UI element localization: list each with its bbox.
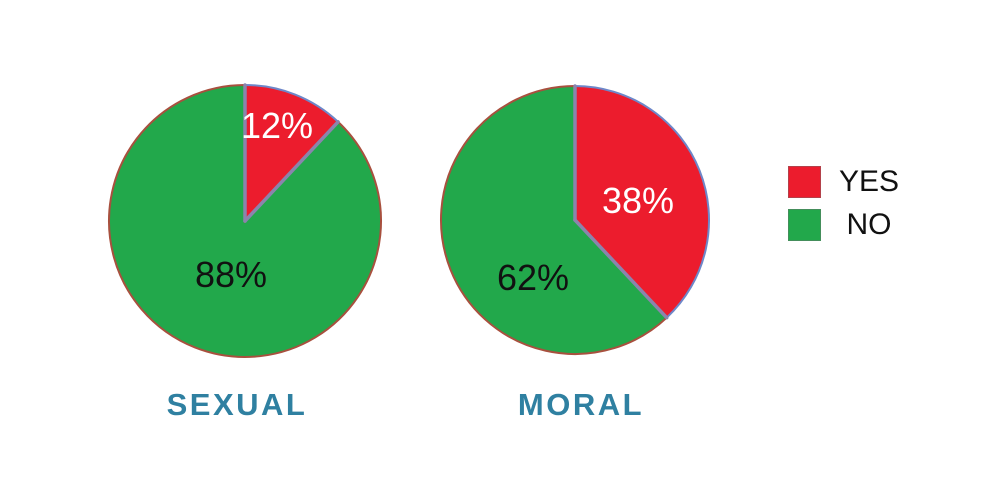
slice-label-moral-no: 62% xyxy=(496,257,570,298)
pie-slice-yes xyxy=(574,84,710,320)
legend-swatch-yes xyxy=(788,166,821,198)
slice-label-sexual-no: 88% xyxy=(194,254,268,295)
legend: YES NO xyxy=(788,166,905,241)
slice-label-moral-yes: 38% xyxy=(601,180,675,221)
legend-row-no: NO xyxy=(788,209,905,241)
pie-chart-moral xyxy=(440,84,710,355)
slice-divider xyxy=(243,120,340,223)
pie-caption-sexual: SEXUAL xyxy=(166,387,308,422)
slice-divider xyxy=(573,218,669,320)
pie-chart-sexual xyxy=(108,83,382,358)
pie-caption-moral: MORAL xyxy=(517,387,645,422)
legend-label-yes: YES xyxy=(838,165,900,198)
pie-slice-yes xyxy=(244,83,340,224)
legend-label-no: NO xyxy=(846,208,892,241)
pie-slice-no xyxy=(440,84,669,355)
slice-label-sexual-yes: 12% xyxy=(240,105,314,146)
legend-swatch-no xyxy=(788,209,821,241)
legend-row-yes: YES xyxy=(788,166,905,198)
